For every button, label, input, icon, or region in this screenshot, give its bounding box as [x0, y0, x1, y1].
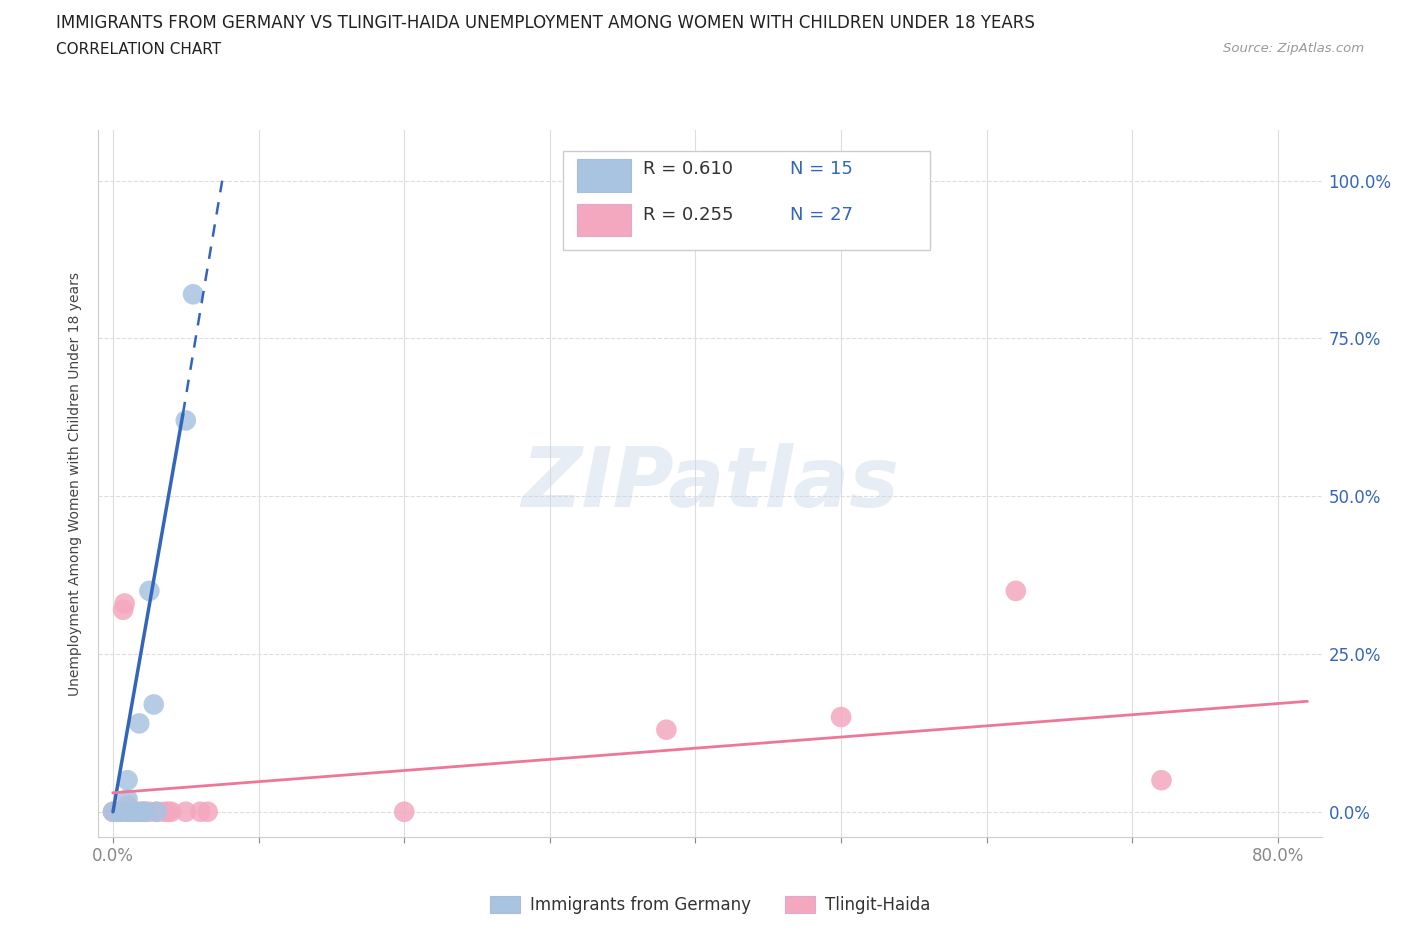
Text: R = 0.610: R = 0.610 [643, 160, 733, 178]
Point [124, 804, 146, 819]
Text: N = 27: N = 27 [790, 206, 852, 224]
Point [101, 804, 124, 819]
Point [114, 596, 136, 611]
Point [394, 804, 416, 819]
Point [142, 698, 165, 712]
Point [117, 791, 139, 806]
Text: R = 0.255: R = 0.255 [643, 206, 734, 224]
Point [181, 286, 204, 301]
Point [830, 710, 852, 724]
Point [110, 804, 132, 819]
Text: CORRELATION CHART: CORRELATION CHART [56, 42, 221, 57]
Point [117, 798, 139, 813]
Point [145, 804, 167, 819]
Point [655, 723, 678, 737]
FancyBboxPatch shape [564, 152, 931, 250]
Point [1004, 583, 1026, 598]
Text: N = 15: N = 15 [790, 160, 852, 178]
FancyBboxPatch shape [576, 159, 630, 192]
Point [131, 804, 153, 819]
Point [138, 583, 160, 598]
Point [114, 804, 136, 819]
Text: Source: ZipAtlas.com: Source: ZipAtlas.com [1223, 42, 1364, 55]
Point [1150, 773, 1173, 788]
Point [101, 804, 124, 819]
Point [120, 804, 142, 819]
Point [128, 716, 150, 731]
Point [112, 603, 135, 618]
Point [153, 804, 176, 819]
Point [145, 804, 167, 819]
Legend: Immigrants from Germany, Tlingit-Haida: Immigrants from Germany, Tlingit-Haida [484, 889, 936, 921]
Point [131, 804, 153, 819]
Point [120, 804, 142, 819]
Point [188, 804, 212, 819]
Point [174, 804, 197, 819]
Point [174, 413, 197, 428]
Point [197, 804, 219, 819]
Text: IMMIGRANTS FROM GERMANY VS TLINGIT-HAIDA UNEMPLOYMENT AMONG WOMEN WITH CHILDREN : IMMIGRANTS FROM GERMANY VS TLINGIT-HAIDA… [56, 14, 1035, 32]
Y-axis label: Unemployment Among Women with Children Under 18 years: Unemployment Among Women with Children U… [69, 272, 83, 696]
Point [124, 804, 146, 819]
Point [138, 804, 160, 819]
Point [104, 804, 127, 819]
Point [117, 773, 139, 788]
Point [160, 804, 183, 819]
Point [134, 804, 156, 819]
Point [128, 804, 150, 819]
FancyBboxPatch shape [576, 204, 630, 236]
Point [124, 804, 146, 819]
Point [157, 804, 180, 819]
Point [110, 804, 132, 819]
Point [134, 804, 156, 819]
Point [117, 804, 139, 819]
Text: ZIPatlas: ZIPatlas [522, 443, 898, 525]
Point [108, 804, 131, 819]
